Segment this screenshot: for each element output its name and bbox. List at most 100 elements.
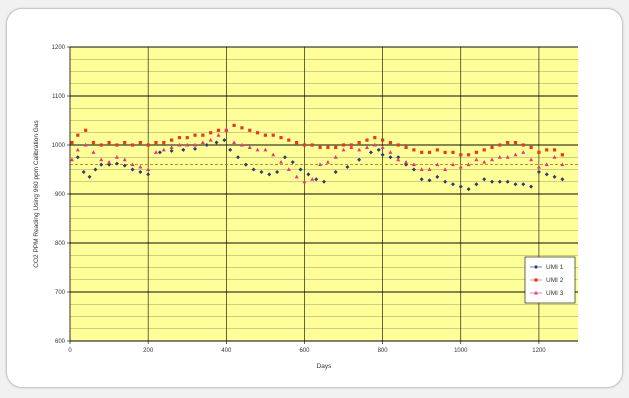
legend-label-umi-3: UMI 3 <box>546 290 564 297</box>
point-umi-2-57 <box>513 140 518 145</box>
point-umi-1-15 <box>204 143 209 147</box>
point-umi-2-30 <box>302 143 307 147</box>
point-umi-3-13 <box>169 145 174 149</box>
point-umi-1-46 <box>458 184 463 189</box>
point-umi-3-32 <box>318 162 323 167</box>
point-umi-2-34 <box>334 145 338 150</box>
point-umi-1-17 <box>222 138 227 143</box>
point-umi-3-15 <box>185 142 190 147</box>
point-umi-3-2 <box>83 142 88 147</box>
y-tick-label-900: 900 <box>55 192 66 198</box>
point-umi-3-51 <box>466 162 471 167</box>
point-umi-3-4 <box>99 157 104 162</box>
point-umi-3-3 <box>91 150 96 154</box>
legend-label-umi-2: UMI 2 <box>546 277 564 284</box>
point-umi-1-14 <box>193 146 198 151</box>
point-umi-1-58 <box>552 174 557 179</box>
point-umi-1-50 <box>490 179 495 184</box>
point-umi-3-55 <box>497 155 502 159</box>
point-umi-2-41 <box>388 140 393 145</box>
point-umi-2-60 <box>537 150 541 154</box>
point-umi-3-9 <box>138 164 143 169</box>
y-tick-label-600: 600 <box>55 339 66 345</box>
x-tick-label-200: 200 <box>143 348 154 354</box>
point-umi-2-22 <box>240 126 244 130</box>
point-umi-2-19 <box>216 128 221 132</box>
point-umi-1-3 <box>93 167 98 172</box>
point-umi-3-38 <box>364 145 369 149</box>
point-umi-1-56 <box>536 169 541 174</box>
point-umi-2-36 <box>349 143 353 147</box>
point-umi-3-30 <box>302 179 307 184</box>
x-tick-label-1200: 1200 <box>532 348 546 354</box>
point-umi-1-52 <box>505 179 510 184</box>
y-axis-ticks: 600 700 800 900 1000 1100 1200 <box>52 45 70 345</box>
point-umi-1-0 <box>75 155 80 160</box>
point-umi-1-31 <box>333 169 338 174</box>
point-umi-2-56 <box>506 140 510 145</box>
point-umi-3-34 <box>333 155 338 159</box>
point-umi-3-50 <box>458 164 463 169</box>
series-umi-3 <box>69 128 565 184</box>
point-umi-1-32 <box>345 165 350 170</box>
point-umi-2-29 <box>295 140 299 145</box>
point-umi-3-53 <box>482 159 487 164</box>
point-umi-1-36 <box>380 152 385 157</box>
x-axis-label: Days <box>317 363 333 370</box>
point-umi-2-10 <box>146 143 150 147</box>
point-umi-2-0 <box>70 140 74 145</box>
point-umi-1-53 <box>513 182 518 187</box>
point-umi-3-33 <box>325 159 330 164</box>
point-umi-3-21 <box>232 140 237 145</box>
point-umi-2-27 <box>279 136 283 140</box>
point-umi-2-26 <box>271 133 275 137</box>
point-umi-3-28 <box>286 167 291 171</box>
point-umi-2-35 <box>341 143 346 147</box>
point-umi-1-59 <box>560 177 565 182</box>
point-umi-2-50 <box>459 153 463 157</box>
point-umi-2-24 <box>255 131 260 135</box>
point-umi-1-16 <box>214 140 219 145</box>
point-umi-3-52 <box>474 157 479 162</box>
point-umi-3-24 <box>255 147 260 152</box>
y-tick-label-1100: 1100 <box>52 94 66 100</box>
x-tick-label-600: 600 <box>299 348 310 354</box>
point-umi-2-28 <box>287 138 291 142</box>
legend: UMI 1 UMI 2 UMI 3 <box>524 256 576 304</box>
point-umi-1-43 <box>435 174 440 179</box>
point-umi-1-41 <box>419 177 424 182</box>
point-umi-1-13 <box>181 147 186 152</box>
point-umi-3-27 <box>279 159 284 164</box>
y-tick-label-1000: 1000 <box>52 143 66 149</box>
point-umi-2-47 <box>435 148 439 152</box>
point-umi-1-55 <box>529 184 534 189</box>
point-umi-3-12 <box>161 147 166 152</box>
point-umi-3-20 <box>224 128 229 132</box>
point-umi-3-40 <box>380 145 385 149</box>
point-umi-1-34 <box>368 150 373 155</box>
point-umi-2-38 <box>365 138 369 142</box>
co2-ppm-scatter-chart: 0 200 400 600 800 1000 1200 600 700 800 900 1000 11… <box>33 45 578 370</box>
point-umi-2-16 <box>193 133 197 137</box>
point-umi-1-10 <box>146 172 151 177</box>
point-umi-1-6 <box>114 161 119 166</box>
point-umi-2-13 <box>170 138 174 142</box>
point-umi-1-40 <box>411 167 416 172</box>
y-tick-label-700: 700 <box>55 290 66 296</box>
point-umi-2-32 <box>318 145 322 150</box>
series-umi-1 <box>75 138 565 192</box>
point-umi-1-30 <box>322 179 326 184</box>
point-umi-2-1 <box>76 133 80 137</box>
point-umi-3-16 <box>193 142 198 147</box>
point-umi-1-38 <box>396 155 401 160</box>
point-umi-2-61 <box>545 148 549 152</box>
point-umi-2-3 <box>91 140 96 145</box>
point-umi-1-44 <box>443 179 448 184</box>
point-umi-2-51 <box>466 153 471 157</box>
point-umi-1-2 <box>87 174 92 179</box>
point-umi-2-42 <box>396 143 400 147</box>
point-umi-2-11 <box>154 140 158 145</box>
x-axis-ticks: 0 200 400 600 800 1000 1200 <box>68 341 546 354</box>
point-umi-1-51 <box>497 179 502 184</box>
point-umi-2-43 <box>404 145 408 150</box>
